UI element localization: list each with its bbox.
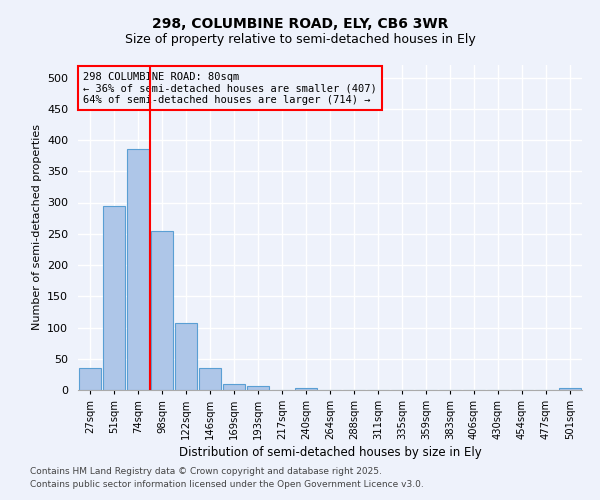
Text: 298 COLUMBINE ROAD: 80sqm
← 36% of semi-detached houses are smaller (407)
64% of: 298 COLUMBINE ROAD: 80sqm ← 36% of semi-… [83, 72, 377, 104]
Bar [103, 206, 125, 390]
Bar [247, 386, 269, 390]
Bar [295, 388, 317, 390]
Bar [127, 150, 149, 390]
Text: Size of property relative to semi-detached houses in Ely: Size of property relative to semi-detach… [125, 32, 475, 46]
Bar [559, 388, 581, 390]
Bar [199, 368, 221, 390]
Text: 298, COLUMBINE ROAD, ELY, CB6 3WR: 298, COLUMBINE ROAD, ELY, CB6 3WR [152, 18, 448, 32]
Text: Contains HM Land Registry data © Crown copyright and database right 2025.: Contains HM Land Registry data © Crown c… [30, 467, 382, 476]
Bar [79, 368, 101, 390]
Bar [151, 230, 173, 390]
Bar [175, 322, 197, 390]
Text: Contains public sector information licensed under the Open Government Licence v3: Contains public sector information licen… [30, 480, 424, 489]
Y-axis label: Number of semi-detached properties: Number of semi-detached properties [32, 124, 41, 330]
X-axis label: Distribution of semi-detached houses by size in Ely: Distribution of semi-detached houses by … [179, 446, 481, 460]
Bar [223, 384, 245, 390]
